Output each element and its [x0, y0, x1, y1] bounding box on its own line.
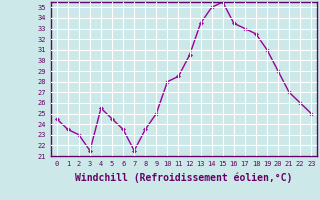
X-axis label: Windchill (Refroidissement éolien,°C): Windchill (Refroidissement éolien,°C) [75, 172, 293, 183]
